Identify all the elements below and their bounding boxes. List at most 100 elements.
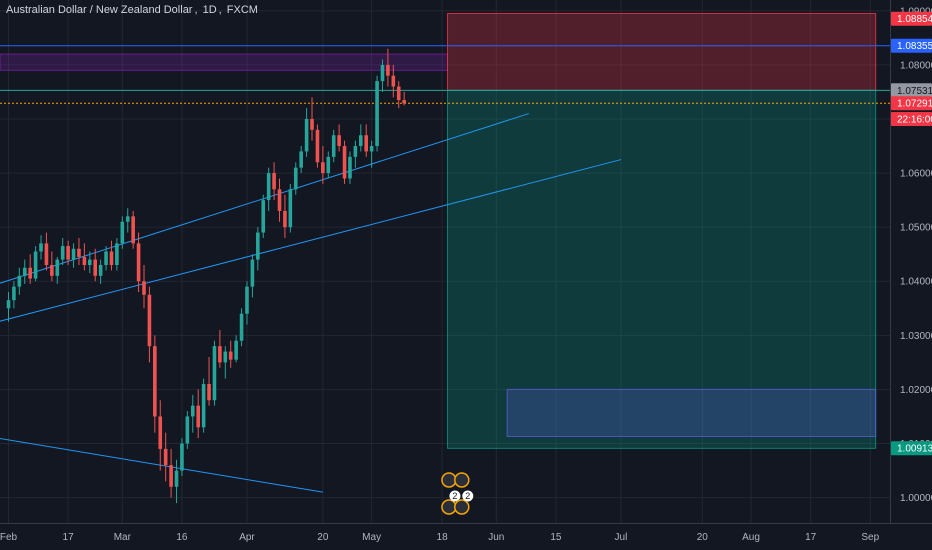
candle-body [375, 81, 379, 147]
title-separator: , [218, 4, 225, 16]
price-tick-label: 1.05000 [900, 223, 932, 234]
event-marker [441, 472, 457, 488]
event-marker-badge [449, 490, 461, 502]
candle-body [180, 443, 184, 471]
candle-body [223, 351, 228, 363]
price-tag-label: 1.00913 [897, 444, 932, 455]
time-tick-label: 16 [176, 532, 188, 543]
candle-body [326, 156, 331, 174]
candle-body [93, 259, 98, 276]
candle-body [28, 267, 32, 279]
event-marker-count: 2 [452, 491, 457, 501]
price-tag [891, 96, 932, 111]
zone-stop [447, 13, 877, 91]
candle-body [12, 286, 16, 301]
time-tick-label: 20 [697, 532, 709, 543]
candle-body [142, 281, 146, 295]
candle-body [245, 286, 249, 314]
candle-body [396, 86, 401, 101]
candle-body [158, 416, 163, 449]
candle-body [364, 135, 369, 152]
price-axis-bg [890, 0, 932, 550]
candle-body [33, 251, 38, 279]
time-tick-label: Jun [488, 532, 504, 543]
exchange-label: FXCM [226, 4, 258, 16]
candle-body [359, 135, 363, 147]
time-tick-label: Sep [861, 532, 879, 543]
event-marker [454, 472, 470, 488]
candle-body [228, 351, 233, 360]
candle-body [315, 129, 320, 163]
candle-body [256, 232, 260, 260]
candle-body [348, 156, 352, 179]
candle-body [147, 294, 152, 347]
candle-body [77, 248, 81, 257]
price-tick-label: 1.04000 [900, 277, 932, 288]
time-tick-label: Mar [114, 532, 132, 543]
candle-body [185, 416, 190, 444]
candles-layer [6, 48, 406, 503]
candle-body [380, 64, 385, 82]
time-tick-label: 17 [805, 532, 817, 543]
candle-body [299, 151, 303, 168]
price-tick-label: 1.03000 [900, 331, 932, 342]
time-tick-label: Jul [615, 532, 628, 543]
candle-body [234, 340, 238, 360]
candle-body [104, 251, 108, 266]
candle-body [55, 259, 60, 276]
zone-target [447, 89, 877, 449]
candle-body [218, 346, 222, 363]
chart-title: Australian Dollar / New Zealand Dollar, … [6, 4, 260, 16]
candle-body [71, 248, 76, 260]
price-tag-label: 1.08355 [897, 41, 932, 52]
candle-body [342, 146, 347, 179]
candle-body [386, 64, 390, 76]
symbol-name: Australian Dollar / New Zealand Dollar [6, 4, 193, 16]
event-marker-count: 2 [465, 491, 470, 501]
candle-body [369, 146, 374, 152]
candle-body [163, 448, 168, 466]
time-tick-label: May [362, 532, 381, 543]
interval-label: 1D [202, 4, 217, 16]
candle-body [288, 189, 293, 228]
candle-body [353, 146, 358, 157]
price-tick-label: 1.02000 [900, 385, 932, 396]
event-marker [454, 499, 470, 515]
price-tag [891, 83, 932, 98]
candle-body [98, 265, 103, 276]
candle-body [44, 243, 49, 266]
candle-body [201, 384, 206, 428]
price-tag-label: 1.07291 [897, 99, 932, 110]
candle-body [402, 100, 406, 104]
zone-resistance [0, 53, 449, 71]
candle-body [169, 465, 173, 487]
candle-body [277, 189, 282, 211]
candle-body [22, 267, 27, 276]
candle-body [331, 135, 336, 157]
candle-body [17, 275, 22, 287]
candle-body [88, 259, 92, 266]
candle-body [337, 135, 341, 147]
horizontal-lines-layer [0, 45, 890, 104]
candle-body [283, 210, 287, 228]
candle-body [115, 243, 119, 266]
candle-body [131, 216, 135, 244]
candle-body [82, 256, 87, 266]
candle-body [239, 313, 244, 341]
candle-body [66, 246, 70, 260]
zones-layer [0, 13, 877, 449]
candle-body [125, 216, 130, 222]
candle-body [50, 265, 54, 276]
candle-body [190, 405, 195, 417]
candle-body [174, 470, 179, 487]
candle-body [207, 384, 211, 401]
candle-body [304, 118, 309, 152]
price-axis[interactable]: 1.000001.010001.020001.030001.040001.050… [890, 0, 932, 550]
zone-demand [506, 388, 877, 437]
candle-body [136, 243, 141, 282]
candle-body [321, 162, 325, 174]
candle-body [250, 259, 255, 287]
time-axis[interactable]: Feb 17 Mar 16 Apr 20 May 18 Jun 15 Jul 20 Aug 17 Sep [0, 523, 932, 550]
candle-body [60, 246, 65, 260]
